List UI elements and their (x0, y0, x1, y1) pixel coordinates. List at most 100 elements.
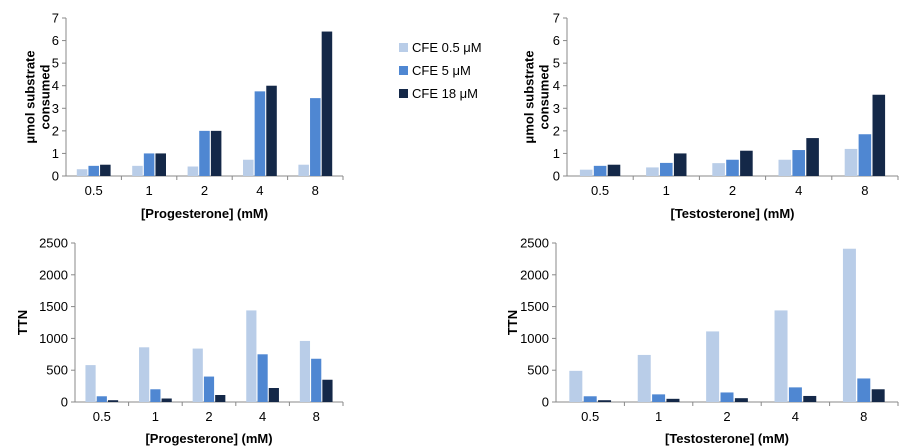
y-tick-label: 5 (553, 56, 560, 71)
bar-series1-4 (788, 387, 802, 402)
x-tick-label: 4 (256, 183, 263, 198)
y-tick-label: 2000 (39, 267, 68, 282)
x-tick-label: 4 (795, 183, 802, 198)
bar-series2-8 (872, 94, 886, 176)
bar-series0-8 (842, 248, 856, 402)
y-tick-label: 0 (553, 169, 560, 184)
bar-series1-8 (311, 358, 322, 402)
bar-series2-1 (673, 153, 687, 176)
x-tick-label: 8 (860, 409, 867, 424)
x-tick-label: 0.5 (581, 409, 599, 424)
x-tick-label: 1 (152, 409, 159, 424)
y-tick-label: 3 (553, 101, 560, 116)
bar-series1-2 (203, 376, 215, 402)
bar-series2-1 (161, 398, 172, 402)
y-tick-label: 2000 (520, 267, 549, 282)
y-tick-label: 7 (52, 11, 59, 26)
x-tick-label: 2 (205, 409, 212, 424)
x-tick-label: 2 (201, 183, 208, 198)
bar-series2-4 (806, 138, 819, 176)
bar-series1-8 (857, 378, 871, 402)
bar-series1-1 (150, 389, 161, 402)
bar-series2-1 (155, 153, 166, 176)
bar-series0-4 (774, 310, 788, 402)
y-tick-label: 4 (52, 78, 59, 93)
x-tick-label: 1 (663, 183, 670, 198)
y-axis-title-line: consumed (38, 64, 53, 129)
bar-series0-4 (243, 159, 254, 176)
x-axis-title: [Testosterone] (mM) (665, 431, 789, 446)
bar-series2-1 (666, 398, 680, 402)
y-tick-label: 7 (553, 11, 560, 26)
y-tick-label: 1000 (520, 331, 549, 346)
bar-series0-8 (298, 164, 309, 176)
bar-series1-0.5 (593, 165, 607, 176)
y-axis-title-line: μmol substrate (522, 50, 537, 143)
bar-series1-2 (720, 392, 734, 402)
y-tick-label: 1000 (39, 331, 68, 346)
chart-1: 0 1 2 3 4 5 6 7 0.5 1 2 4 8 [Testosterone] (mM) μmol s… (522, 11, 899, 221)
y-tick-label: 3 (52, 101, 59, 116)
bar-series0-2 (187, 166, 199, 176)
y-tick-label: 500 (527, 363, 549, 378)
y-tick-label: 0 (52, 169, 59, 184)
y-axis-title: TTN (15, 310, 30, 335)
bar-series0-0.5 (76, 169, 88, 176)
bar-series0-2 (712, 163, 725, 176)
bar-series1-0.5 (96, 396, 107, 402)
x-tick-label: 8 (861, 183, 868, 198)
bar-series0-4 (778, 159, 792, 176)
x-tick-label: 0.5 (93, 409, 111, 424)
x-axis-title: [Progesterone] (mM) (141, 206, 268, 221)
bar-series0-8 (844, 148, 858, 176)
x-tick-label: 8 (313, 409, 320, 424)
x-tick-label: 8 (312, 183, 319, 198)
bar-series2-4 (803, 395, 817, 402)
bar-series0-2 (192, 348, 203, 402)
bar-series1-4 (792, 150, 805, 176)
x-tick-label: 4 (792, 409, 799, 424)
y-tick-label: 2 (52, 123, 59, 138)
bar-series2-2 (734, 398, 748, 402)
bar-series1-1 (660, 162, 673, 176)
y-tick-label: 0 (61, 395, 68, 410)
y-axis-title-line: TTN (15, 310, 30, 335)
bar-series2-4 (266, 85, 277, 176)
bar-series2-8 (322, 379, 333, 402)
bar-series1-8 (310, 98, 321, 176)
y-tick-label: 2 (553, 123, 560, 138)
y-tick-label: 2500 (39, 236, 68, 251)
y-axis-title: TTN (505, 310, 520, 335)
bar-series1-1 (143, 153, 155, 176)
chart-2: 0 500 1000 1500 2000 2500 0.5 1 2 4 8 [Progesterone… (15, 236, 344, 446)
y-tick-label: 1 (553, 146, 560, 161)
legend-label-1: CFE 5 μM (412, 63, 471, 78)
x-tick-label: 2 (723, 409, 730, 424)
bar-series1-4 (257, 354, 268, 402)
x-axis-title: [Testosterone] (mM) (671, 206, 795, 221)
bar-series0-1 (637, 354, 651, 402)
x-tick-label: 1 (145, 183, 152, 198)
legend-label-0: CFE 0.5 μM (412, 40, 482, 55)
bar-series1-4 (254, 91, 266, 176)
bar-series1-1 (652, 394, 666, 402)
bar-series1-2 (199, 130, 210, 176)
bar-series0-0.5 (579, 169, 593, 176)
x-tick-label: 4 (259, 409, 266, 424)
bar-series1-8 (858, 134, 872, 176)
y-axis-title-line: consumed (537, 64, 552, 129)
x-tick-label: 0.5 (85, 183, 103, 198)
bar-series0-1 (132, 165, 143, 176)
bar-series2-8 (321, 31, 333, 176)
x-tick-label: 0.5 (591, 183, 609, 198)
bar-series0-1 (139, 347, 150, 402)
y-tick-label: 1 (52, 146, 59, 161)
y-tick-label: 1500 (520, 299, 549, 314)
y-tick-label: 4 (553, 78, 560, 93)
y-tick-label: 2500 (520, 236, 549, 251)
y-tick-label: 6 (553, 33, 560, 48)
legend-swatch-0 (399, 43, 408, 52)
bar-series2-2 (210, 130, 222, 176)
y-axis-title-line: μmol substrate (23, 50, 38, 143)
